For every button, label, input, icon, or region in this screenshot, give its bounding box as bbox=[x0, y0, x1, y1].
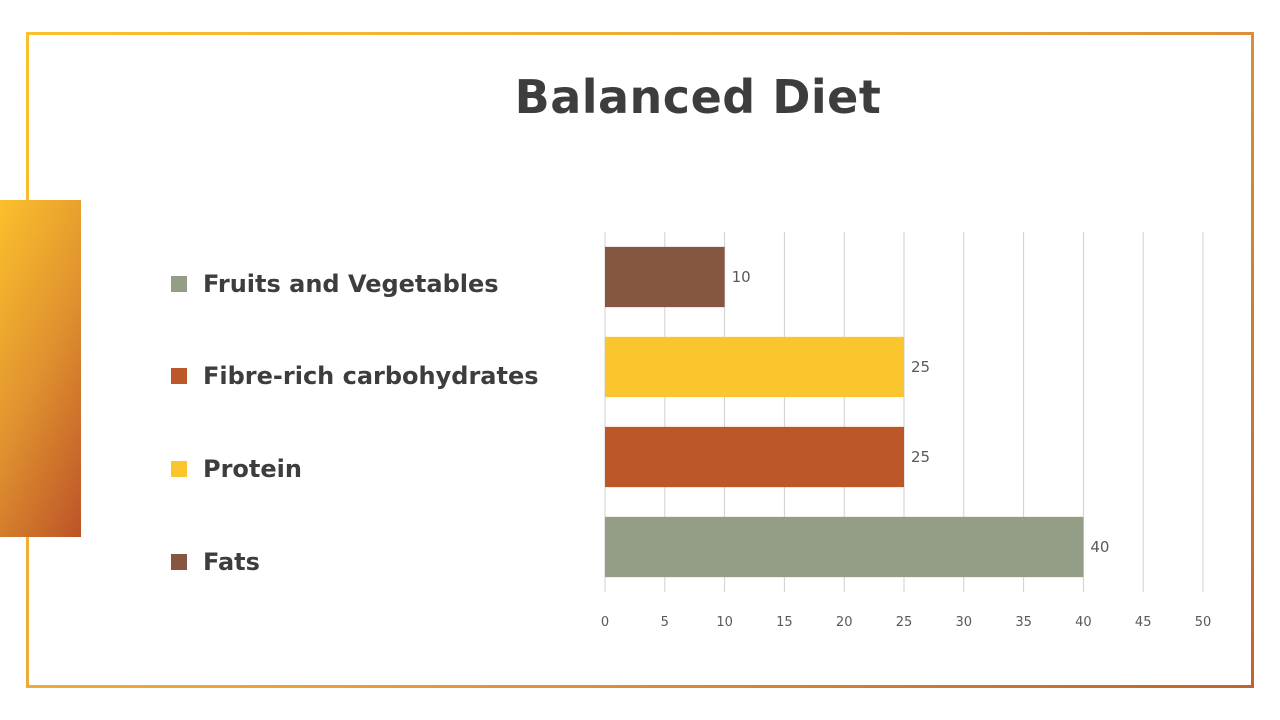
bar-chart: 0 5 10 15 20 25 30 35 40 45 50 10 25 25 40 bbox=[601, 232, 1212, 630]
legend-item-fruits-vegetables: Fruits and Vegetables bbox=[171, 270, 499, 298]
x-tick-label: 0 bbox=[601, 615, 609, 630]
legend-item-fibre-rich-carbohydrates: Fibre-rich carbohydrates bbox=[171, 362, 539, 390]
x-tick-label: 15 bbox=[776, 615, 793, 630]
accent-gradient-block bbox=[0, 200, 81, 537]
legend-label: Fruits and Vegetables bbox=[203, 270, 499, 298]
data-label: 25 bbox=[911, 358, 930, 376]
data-label: 40 bbox=[1090, 538, 1109, 556]
x-tick-label: 20 bbox=[836, 615, 853, 630]
legend-swatch bbox=[171, 461, 187, 477]
x-tick-label: 5 bbox=[661, 615, 669, 630]
x-tick-label: 25 bbox=[896, 615, 913, 630]
legend-swatch bbox=[171, 554, 187, 570]
bar-fibre-rich-carbohydrates bbox=[605, 426, 904, 488]
legend-label: Fibre-rich carbohydrates bbox=[203, 362, 539, 390]
legend-swatch bbox=[171, 368, 187, 384]
x-tick-label: 50 bbox=[1195, 615, 1212, 630]
bar-fats bbox=[605, 246, 725, 308]
data-label: 25 bbox=[911, 448, 930, 466]
x-tick-label: 45 bbox=[1135, 615, 1152, 630]
legend-label: Protein bbox=[203, 455, 302, 483]
data-label: 10 bbox=[732, 268, 751, 286]
bar-fruits-and-vegetables bbox=[605, 516, 1084, 578]
x-tick-label: 30 bbox=[956, 615, 973, 630]
legend-item-protein: Protein bbox=[171, 455, 302, 483]
legend-item-fats: Fats bbox=[171, 548, 260, 576]
bar-protein bbox=[605, 336, 904, 398]
legend-swatch bbox=[171, 276, 187, 292]
x-tick-label: 35 bbox=[1015, 615, 1032, 630]
slide-title: Balanced Diet bbox=[514, 70, 882, 124]
x-tick-label: 10 bbox=[716, 615, 733, 630]
x-tick-label: 40 bbox=[1075, 615, 1092, 630]
legend-label: Fats bbox=[203, 548, 260, 576]
